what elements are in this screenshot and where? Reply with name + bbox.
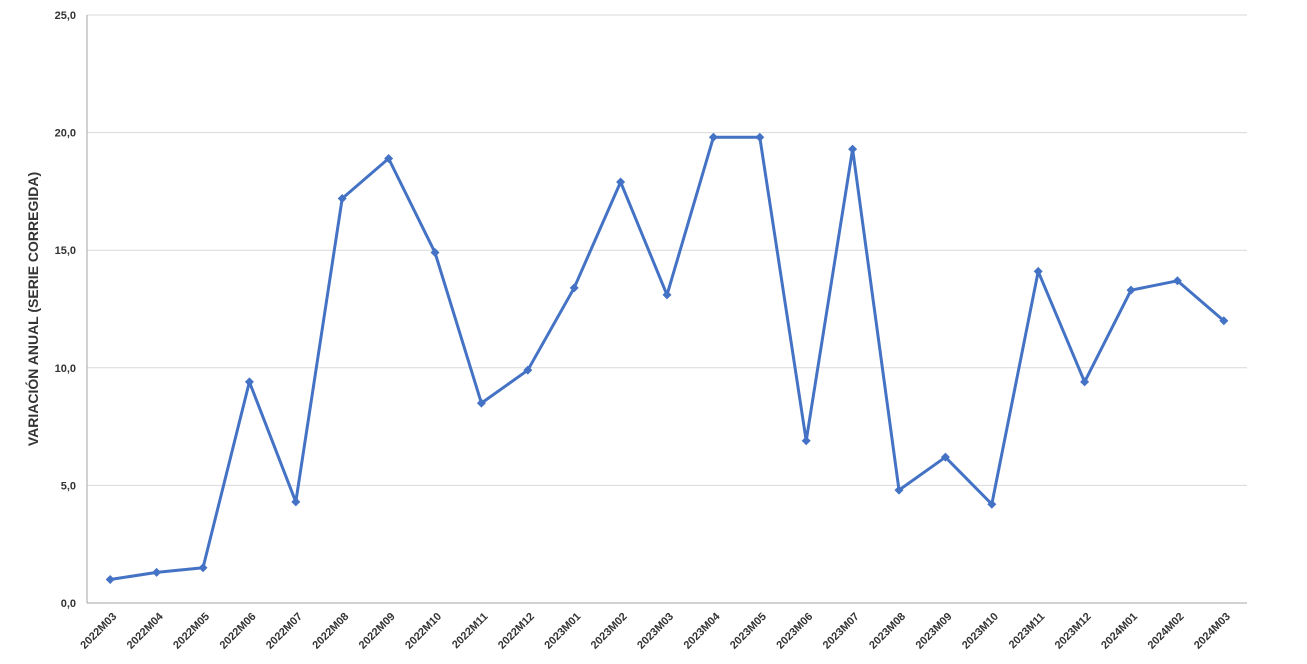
x-tick-label: 2023M05 xyxy=(728,611,769,652)
x-tick-label: 2023M10 xyxy=(960,611,1001,652)
data-point xyxy=(1033,266,1043,276)
x-tick-label: 2023M09 xyxy=(914,611,955,652)
x-tick-label: 2022M04 xyxy=(125,610,167,652)
data-point xyxy=(105,574,115,584)
x-tick-label: 2022M08 xyxy=(310,611,351,652)
x-tick-label: 2024M03 xyxy=(1192,611,1233,652)
data-point xyxy=(476,398,486,408)
data-point xyxy=(801,436,811,446)
data-point xyxy=(708,132,718,142)
x-tick-label: 2022M05 xyxy=(171,611,212,652)
x-tick-label: 2023M08 xyxy=(867,611,908,652)
x-tick-label: 2022M10 xyxy=(403,611,444,652)
data-point xyxy=(987,499,997,509)
data-point xyxy=(244,377,254,387)
y-tick-label: 20,0 xyxy=(55,128,76,140)
data-points xyxy=(105,132,1229,584)
y-tick-label: 0,0 xyxy=(61,598,76,610)
y-tick-label: 25,0 xyxy=(55,10,76,22)
x-tick-label: 2023M04 xyxy=(682,610,724,652)
data-point xyxy=(291,497,301,507)
x-tick-label: 2024M02 xyxy=(1146,611,1187,652)
x-tick-label: 2022M11 xyxy=(450,611,490,651)
data-point xyxy=(430,248,440,258)
y-axis-label: VARIACIÓN ANUAL (SERIE CORREGIDA) xyxy=(24,172,41,446)
x-tick-label: 2023M03 xyxy=(635,611,676,652)
data-point xyxy=(152,567,162,577)
y-tick-label: 15,0 xyxy=(55,245,76,257)
x-tick-label: 2023M02 xyxy=(589,611,630,652)
data-point xyxy=(894,485,904,495)
y-tick-label: 5,0 xyxy=(61,480,76,492)
x-tick-label: 2023M07 xyxy=(821,611,862,652)
x-tick-label: 2022M12 xyxy=(496,611,537,652)
data-point xyxy=(1172,276,1182,286)
x-tick-label: 2023M06 xyxy=(774,611,815,652)
y-tick-label: 10,0 xyxy=(55,363,76,375)
data-point xyxy=(616,177,626,187)
data-point xyxy=(662,290,672,300)
x-tick-label: 2022M09 xyxy=(357,611,398,652)
x-tick-label: 2022M03 xyxy=(78,611,119,652)
gridlines xyxy=(87,14,1247,486)
x-tick-label: 2022M06 xyxy=(218,611,259,652)
series-line xyxy=(109,135,1225,581)
data-point xyxy=(755,132,765,142)
x-tick-label: 2022M07 xyxy=(264,611,305,652)
data-point xyxy=(337,193,347,203)
x-tick-label: 2023M12 xyxy=(1053,611,1094,652)
axes xyxy=(86,15,1247,604)
y-tick-labels: 0,0 5,0 10,0 15,0 20,0 25,0 xyxy=(55,10,76,610)
data-point xyxy=(523,365,533,375)
x-tick-label: 2023M01 xyxy=(542,611,583,652)
data-point xyxy=(1080,377,1090,387)
data-point xyxy=(1126,285,1136,295)
x-tick-label: 2024M01 xyxy=(1099,611,1140,652)
data-point xyxy=(569,283,579,293)
x-tick-label: 2023M11 xyxy=(1007,611,1047,651)
data-point xyxy=(848,144,858,154)
x-tick-labels: 2022M03 2022M04 2022M05 2022M06 2022M07 2022M… xyxy=(78,610,1233,652)
data-point xyxy=(384,153,394,163)
data-point xyxy=(940,452,950,462)
data-point xyxy=(1219,316,1229,326)
data-point xyxy=(198,563,208,573)
